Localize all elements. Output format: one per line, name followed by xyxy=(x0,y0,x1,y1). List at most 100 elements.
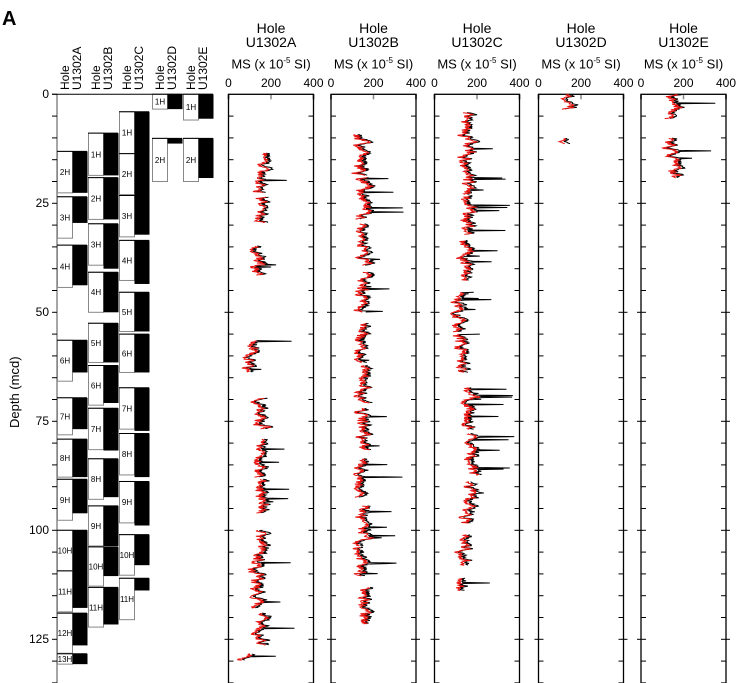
core-label: 4H xyxy=(122,256,132,265)
core-label: 4H xyxy=(60,262,70,271)
core-column-header: Hole U1302E xyxy=(184,46,210,90)
core-recovery-bar xyxy=(103,365,119,403)
hole-id: U1302D xyxy=(165,45,179,90)
core-recovery-bar xyxy=(103,546,119,577)
ms-x-tick-label: 200 xyxy=(466,76,488,90)
core-label: 3H xyxy=(91,241,101,250)
hole-id: U1302B xyxy=(101,46,115,90)
depth-tick-label: 100 xyxy=(28,523,49,538)
ms-x-tick-label: 200 xyxy=(673,76,694,90)
core-label: 11H xyxy=(120,595,134,604)
ms-series-red xyxy=(354,223,373,266)
xlabel-prefix: MS (x 10 xyxy=(333,56,386,72)
depth-tick-label: 25 xyxy=(35,196,49,211)
core-recovery-bar xyxy=(72,570,88,608)
core-label: 2H xyxy=(60,168,70,177)
ms-series-black xyxy=(258,196,271,223)
ms-series-red xyxy=(452,333,468,373)
ms-series-black xyxy=(563,137,571,145)
ms-series-red xyxy=(664,94,683,120)
core-label: 6H xyxy=(60,357,70,366)
xlabel-suffix: SI) xyxy=(600,56,621,72)
core-label: 9H xyxy=(60,496,70,505)
core-recovery-bar xyxy=(72,653,88,665)
core-label: 5H xyxy=(122,308,132,317)
ms-series-red xyxy=(252,152,270,194)
core-recovery-bar xyxy=(72,151,88,193)
ms-panel-hole-id: U1302E xyxy=(658,34,709,50)
core-label: 1H xyxy=(91,150,101,159)
core-label: 1H xyxy=(186,103,196,112)
core-label: 2H xyxy=(186,156,196,165)
core-recovery-bar xyxy=(167,138,183,144)
ms-series-red xyxy=(250,612,270,646)
ms-series-black xyxy=(254,612,295,646)
ms-series-black xyxy=(358,177,404,220)
hole-id: U1302C xyxy=(132,45,146,90)
core-recovery-bar xyxy=(72,613,88,646)
core-recovery-bar xyxy=(72,340,88,373)
panel-label: A xyxy=(2,8,17,30)
core-recovery-bar xyxy=(198,138,214,179)
ms-x-tick-label: 0 xyxy=(637,76,645,90)
ms-series-red xyxy=(247,530,268,609)
xlabel-suffix: SI) xyxy=(290,56,311,72)
core-recovery-bar xyxy=(198,94,214,119)
ms-series-red xyxy=(458,481,477,524)
ms-series-red xyxy=(250,397,272,430)
core-recovery-bar xyxy=(103,408,119,451)
ms-x-tick-label: 0 xyxy=(431,76,438,90)
depth-tick-label: 50 xyxy=(35,305,49,320)
core-recovery-bar xyxy=(103,505,119,546)
core-label: 8H xyxy=(91,475,101,484)
depth-tick-label: 75 xyxy=(35,414,49,429)
hole-id: U1302E xyxy=(196,46,210,90)
core-label: 2H xyxy=(155,156,165,165)
ms-x-axis-label: MS (x 10-5 SI) xyxy=(422,56,532,71)
ms-x-tick-label: 400 xyxy=(715,76,737,90)
core-label: 10H xyxy=(89,562,104,571)
ms-x-tick-label: 400 xyxy=(509,76,530,90)
ms-series-red xyxy=(464,433,479,476)
ms-series-black xyxy=(458,577,490,591)
core-label: 1H xyxy=(122,129,132,138)
ms-series-red xyxy=(253,196,268,224)
ms-series-black xyxy=(356,322,372,363)
core-recovery-bar xyxy=(103,272,119,313)
core-recovery-bar xyxy=(134,534,150,566)
core-label: 5H xyxy=(91,339,101,348)
core-label: 6H xyxy=(91,381,101,390)
core-recovery-bar xyxy=(103,223,119,269)
xlabel-prefix: MS (x 10 xyxy=(643,56,696,72)
xlabel-prefix: MS (x 10 xyxy=(231,56,284,72)
core-recovery-bar xyxy=(167,94,183,110)
core-label: 11H xyxy=(89,603,103,612)
core-label: 6H xyxy=(122,349,132,358)
core-recovery-bar xyxy=(134,387,150,431)
ms-series-black xyxy=(356,458,403,498)
ms-panel-hole-id: U1302C xyxy=(451,34,503,50)
core-label: 12H xyxy=(58,629,73,638)
ms-series-black xyxy=(564,93,579,110)
ms-series-red xyxy=(454,534,471,566)
ms-series-red xyxy=(661,138,682,179)
depth-tick-label: 0 xyxy=(42,87,49,102)
ms-panel-hole-id: U1302B xyxy=(348,34,399,50)
hole-id: U1302A xyxy=(70,46,84,90)
ms-series-red xyxy=(557,138,567,145)
core-label: 2H xyxy=(91,195,101,204)
core-column-header: Hole U1302B xyxy=(89,46,115,90)
ms-series-black xyxy=(461,112,506,195)
core-label: 8H xyxy=(122,450,132,459)
depth-tick-label: 125 xyxy=(28,632,49,647)
core-label: 7H xyxy=(60,412,70,421)
ms-series-red xyxy=(456,240,475,281)
xlabel-prefix: MS (x 10 xyxy=(437,56,490,72)
xlabel-suffix: SI) xyxy=(496,56,517,72)
core-recovery-bar xyxy=(134,292,150,332)
ms-panel-hole-word: Hole xyxy=(256,20,286,36)
ms-panel-frame xyxy=(537,93,625,683)
core-label: 9H xyxy=(91,522,101,531)
core-recovery-bar xyxy=(134,481,150,526)
